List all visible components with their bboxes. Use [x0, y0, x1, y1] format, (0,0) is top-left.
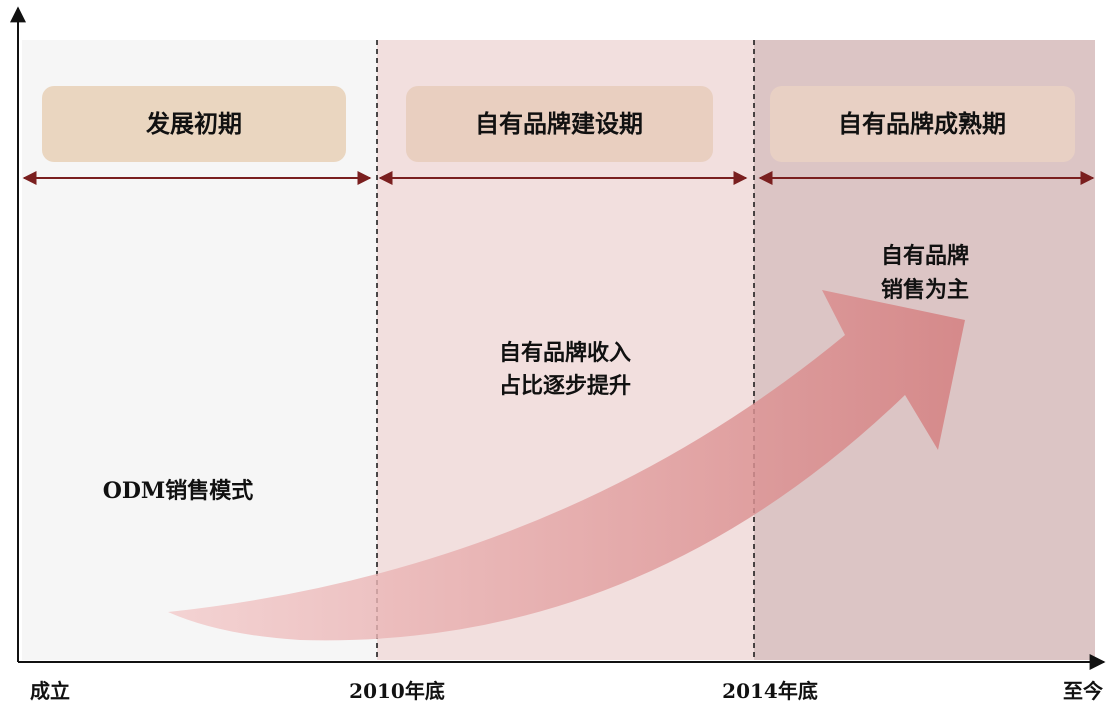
phase-box: [42, 86, 346, 162]
phase-label: 发展初期: [145, 109, 242, 138]
time-label: 至今: [1063, 679, 1104, 701]
time-label: 成立: [30, 679, 70, 701]
phase-box: [770, 86, 1075, 162]
note: 自有品牌收入: [499, 340, 631, 366]
phase-label: 自有品牌成熟期: [838, 109, 1006, 138]
note: ODM销售模式: [103, 478, 254, 504]
time-label: 2014年底: [722, 679, 818, 701]
phase-label: 自有品牌建设期: [475, 109, 643, 138]
time-label: 2010年底: [349, 679, 445, 701]
note: 占比逐步提升: [499, 373, 631, 399]
growth-arrow: [168, 290, 965, 641]
note: 销售为主: [881, 277, 969, 303]
phase-box: [406, 86, 713, 162]
note: 自有品牌: [881, 243, 969, 269]
